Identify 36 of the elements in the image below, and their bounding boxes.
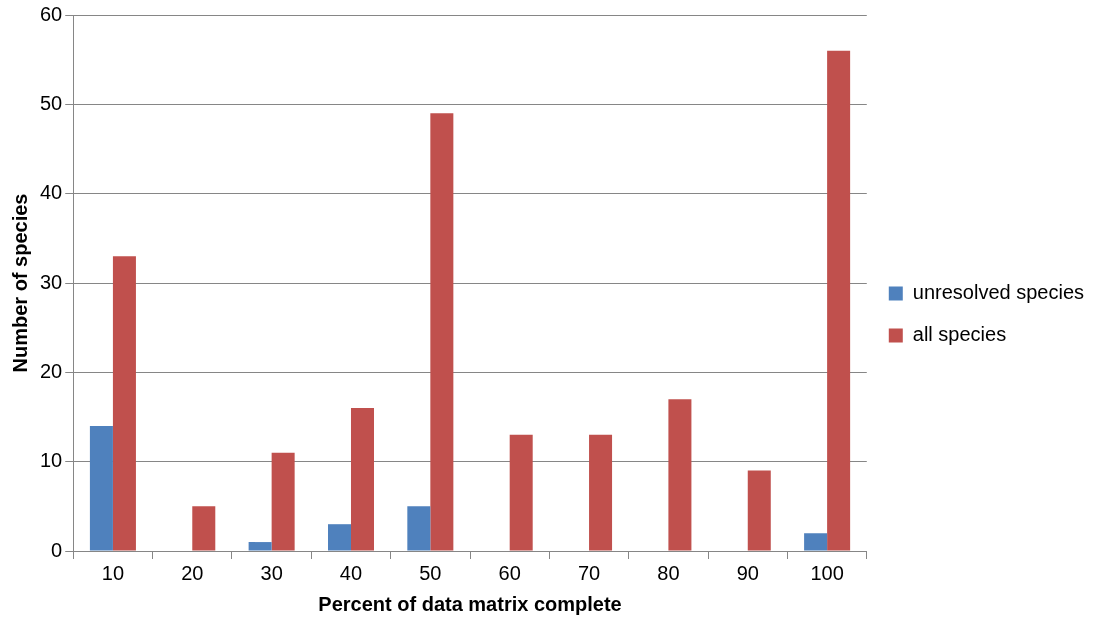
bar: [112, 256, 136, 551]
bar: [509, 434, 533, 551]
legend-label: all species: [912, 323, 1007, 346]
x-tick-label: 20: [181, 561, 204, 584]
x-tick-label: 10: [101, 561, 125, 584]
x-axis-title: Percent of data matrix complete: [318, 592, 622, 615]
x-tick-label: 80: [657, 561, 680, 584]
bar: [192, 506, 216, 551]
bar: [668, 399, 692, 551]
x-tick-label: 60: [498, 561, 521, 584]
y-tick-label: 60: [40, 2, 63, 25]
bar: [430, 113, 454, 551]
bar: [89, 425, 113, 551]
x-tick-label: 70: [577, 561, 601, 584]
bar: [350, 408, 374, 551]
bar: [248, 542, 272, 551]
y-tick-label: 10: [40, 449, 63, 472]
bar: [271, 452, 295, 551]
y-tick-label: 50: [40, 91, 63, 114]
bar: [327, 524, 351, 551]
x-tick-label: 40: [339, 561, 363, 584]
y-tick-label: 0: [51, 538, 63, 561]
bar: [747, 470, 771, 551]
x-tick-label: 90: [736, 561, 759, 584]
bar: [589, 434, 613, 551]
x-tick-label: 50: [419, 561, 442, 584]
bar: [407, 506, 431, 551]
x-tick-label: 30: [260, 561, 283, 584]
y-tick-label: 30: [40, 270, 63, 293]
y-tick-label: 40: [40, 181, 63, 204]
legend-label: unresolved species: [912, 281, 1085, 304]
bar: [804, 533, 828, 551]
y-tick-label: 20: [40, 359, 63, 382]
x-tick-label: 100: [810, 561, 844, 584]
bar: [827, 50, 851, 551]
y-axis-title: Number of species: [8, 193, 31, 373]
